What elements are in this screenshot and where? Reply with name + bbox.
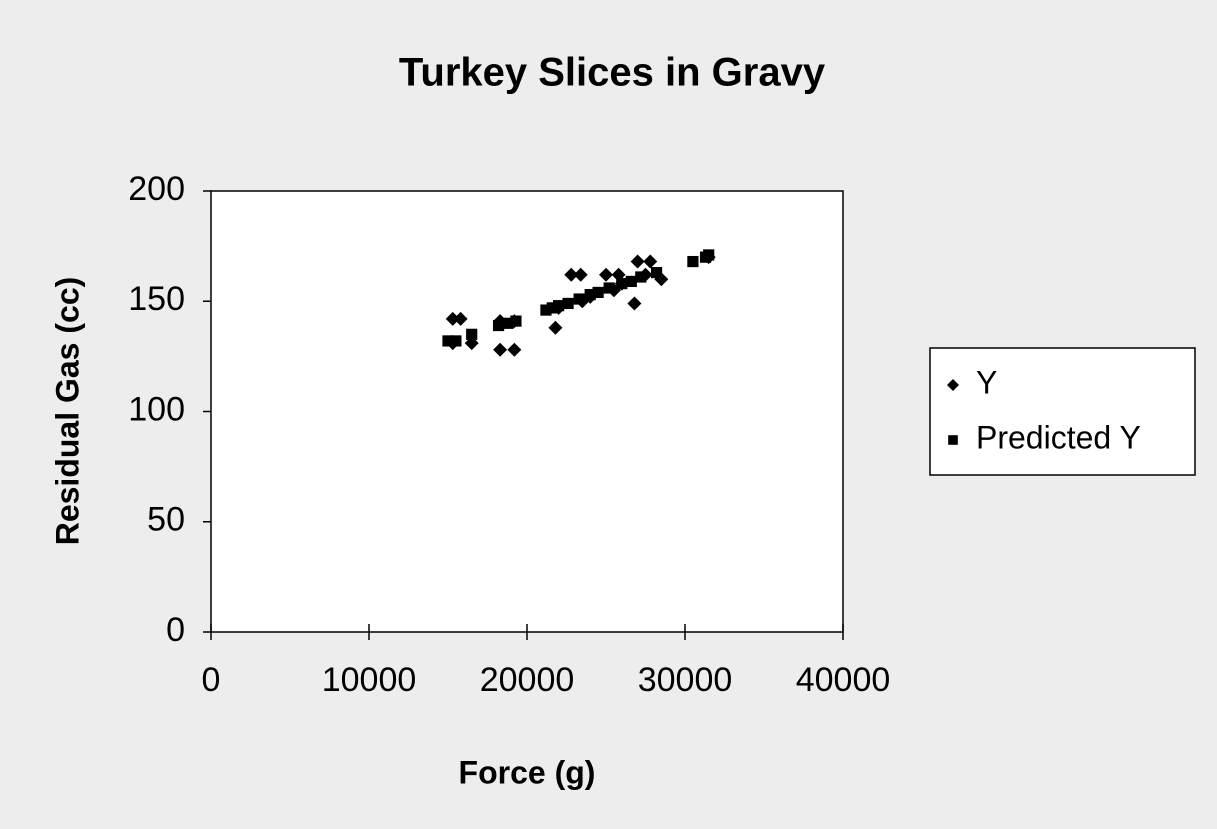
diamond-marker xyxy=(507,342,522,357)
x-tick-label: 0 xyxy=(202,661,221,699)
diamond-marker xyxy=(445,311,460,326)
square-marker xyxy=(584,289,596,301)
square-marker xyxy=(492,319,505,332)
diamond-marker xyxy=(627,296,642,311)
diamond-marker xyxy=(548,320,563,335)
square-marker xyxy=(502,317,514,329)
square-marker xyxy=(540,304,552,316)
square-marker xyxy=(442,335,454,347)
diamond-marker xyxy=(947,379,959,391)
y-tick-label: 200 xyxy=(128,170,185,208)
y-tick-label: 150 xyxy=(128,280,185,318)
square-marker xyxy=(466,328,478,340)
square-marker xyxy=(603,282,615,294)
diamond-marker xyxy=(493,342,508,357)
legend-label: Y xyxy=(976,364,997,400)
plot-area xyxy=(210,190,844,633)
x-axis-label: Force (g) xyxy=(459,754,596,790)
square-marker xyxy=(450,335,462,347)
chart-title: Turkey Slices in Gravy xyxy=(399,51,826,95)
diamond-marker xyxy=(630,254,645,269)
legend-label: Predicted Y xyxy=(976,419,1141,455)
diamond-marker xyxy=(564,267,579,282)
diamond-marker xyxy=(453,311,468,326)
square-marker xyxy=(562,297,574,310)
square-marker xyxy=(703,249,715,261)
square-marker xyxy=(573,293,585,305)
square-marker xyxy=(546,302,558,314)
square-marker xyxy=(687,255,699,268)
diamond-marker xyxy=(599,267,613,282)
x-tick-label: 10000 xyxy=(322,661,417,699)
y-tick-label: 50 xyxy=(147,501,185,539)
x-tick-label: 30000 xyxy=(638,661,733,699)
square-marker xyxy=(635,271,647,283)
square-marker xyxy=(510,315,522,327)
square-marker xyxy=(650,266,663,279)
x-tick-label: 40000 xyxy=(796,661,891,699)
diamond-marker xyxy=(643,254,658,269)
square-marker xyxy=(592,286,604,299)
square-marker xyxy=(616,278,628,290)
legend-box xyxy=(929,347,1196,476)
y-tick-label: 100 xyxy=(128,390,185,428)
diamond-marker xyxy=(573,267,588,282)
x-tick-label: 20000 xyxy=(480,661,575,699)
square-marker xyxy=(553,300,565,312)
square-marker xyxy=(625,275,637,288)
y-tick-label: 0 xyxy=(166,611,185,649)
y-axis-label: Residual Gas (cc) xyxy=(49,277,85,546)
square-marker xyxy=(948,435,958,445)
